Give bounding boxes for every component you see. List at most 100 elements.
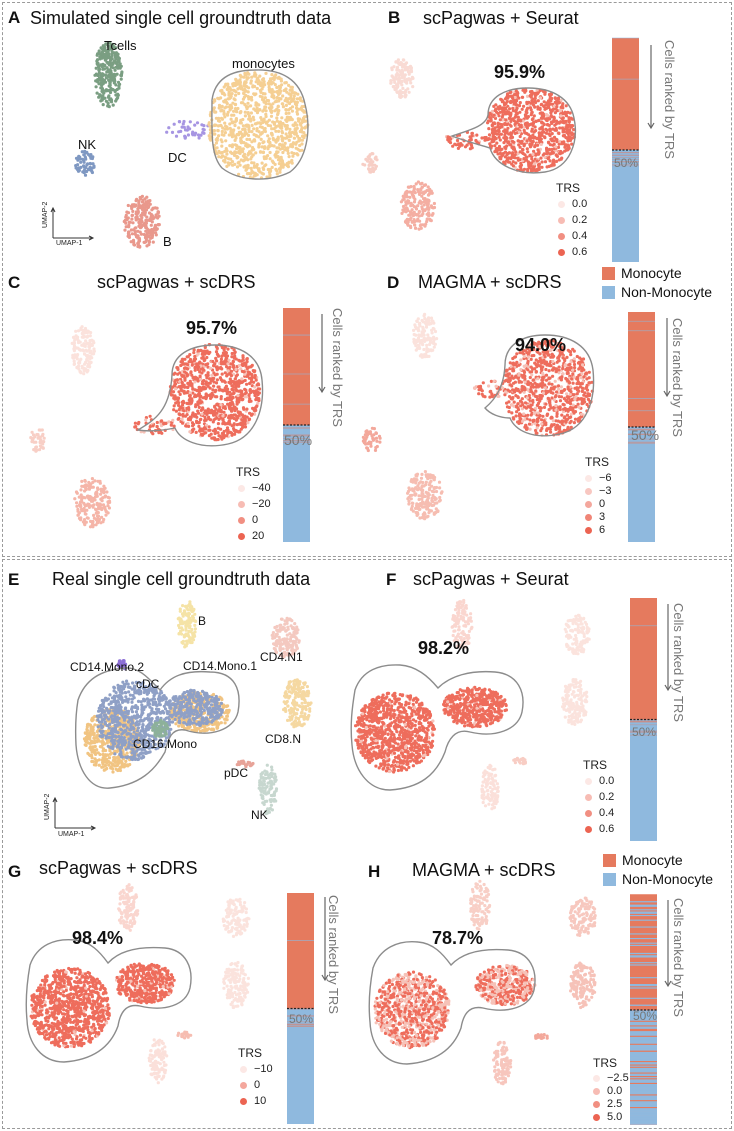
a-tcells-cluster-cell	[108, 60, 112, 64]
d-monocytes-cluster-cell	[559, 385, 564, 389]
d-b-cluster-cell	[424, 515, 428, 519]
c-b-cluster-cell	[99, 492, 103, 496]
b-monocytes-cluster-cell	[500, 125, 504, 129]
d-monocytes-cluster-cell	[580, 382, 584, 386]
c-b-cluster-cell	[100, 515, 104, 519]
top-section-frame	[2, 2, 732, 557]
d-nk-cluster-cell	[375, 444, 379, 449]
a-monocytes-cluster-cell	[214, 116, 218, 120]
b-b-cluster-cell	[412, 187, 416, 191]
a-tcells-cluster-cell	[103, 73, 108, 77]
a-monocytes-cluster-cell	[297, 119, 301, 123]
a-monocytes-cluster-cell	[255, 163, 259, 167]
c-monocytes-cluster-cell	[232, 427, 236, 431]
a-monocytes-cluster-cell	[245, 137, 249, 141]
a-monocytes-cluster-cell	[239, 87, 243, 91]
a-monocytes-cluster-cell	[270, 88, 274, 92]
b-monocytes-cluster-cell	[526, 160, 531, 164]
c-nk-cluster-cell	[41, 432, 45, 436]
a-b-cluster-cell	[155, 206, 159, 210]
b-monocytes-cluster-cell	[545, 165, 549, 169]
a-monocytes-cluster-cell	[278, 122, 283, 126]
d-b-cluster-cell	[438, 486, 442, 490]
c-monocytes-cluster-cell	[201, 407, 205, 411]
a-monocytes-cluster-cell	[249, 104, 253, 108]
c-tcells-cluster-cell	[72, 356, 76, 360]
a-b-cluster-cell	[126, 232, 130, 236]
d-tcells-cluster-cell	[419, 334, 424, 338]
b-b-cluster-cell	[426, 185, 430, 189]
a-monocytes-cluster-cell	[247, 86, 251, 90]
b-b-cluster-cell	[401, 204, 406, 209]
b-nk-cluster-cell	[373, 157, 378, 161]
b-monocytes-cluster-cell	[567, 146, 571, 150]
b-monocytes-cluster-cell	[559, 114, 563, 118]
a-monocytes-cluster-cell	[250, 148, 254, 152]
c-nk-cluster-cell	[40, 428, 44, 432]
a-b-cluster-cell	[145, 201, 149, 205]
b-monocytes-cluster-cell	[536, 143, 540, 147]
d-b-cluster	[406, 470, 444, 521]
a-monocytes-cluster-cell	[225, 152, 229, 156]
a-monocytes-cluster-cell	[220, 144, 224, 148]
a-monocytes-cluster-cell	[269, 78, 273, 82]
a-monocytes-cluster-cell	[247, 128, 251, 132]
c-tcells-cluster-cell	[78, 370, 83, 374]
d-b-cluster-cell	[415, 502, 419, 506]
c-b-cluster-cell	[96, 487, 100, 491]
b-monocytes-cluster-cell	[509, 111, 513, 115]
a-monocytes-cluster-cell	[215, 151, 219, 156]
a-nk-cluster-cell	[88, 154, 92, 158]
b-tcells-cluster-cell	[396, 84, 400, 88]
a-monocytes-cluster-cell	[269, 108, 273, 112]
c-b-cluster-cell	[83, 479, 87, 483]
b-tcells-cluster-cell	[392, 65, 396, 69]
a-monocytes-cluster-cell	[280, 131, 285, 135]
c-monocytes-cluster-cell	[212, 376, 216, 380]
c-monocytes-cluster-cell	[178, 406, 182, 410]
a-monocytes-cluster-cell	[233, 138, 237, 142]
a-monocytes-cluster-cell	[239, 158, 243, 162]
a-monocytes-cluster-cell	[251, 115, 255, 119]
a-monocytes-cluster-cell	[231, 101, 235, 105]
b-monocytes-cluster-cell	[498, 118, 502, 122]
a-monocytes-cluster-cell	[209, 131, 213, 135]
d-nk-cluster-cell	[374, 431, 378, 435]
a-b-cluster-cell	[141, 211, 145, 215]
c-monocytes-cluster-cell	[211, 388, 215, 392]
d-monocytes-cluster-cell	[557, 387, 561, 391]
a-monocytes-cluster-cell	[207, 121, 211, 125]
c-tcells-cluster-cell	[92, 347, 96, 351]
b-monocytes-cluster-cell	[554, 122, 558, 126]
c-monocytes-cluster-cell	[183, 370, 187, 374]
b-nk-cluster-cell	[367, 163, 371, 167]
c-monocytes-cluster-cell	[204, 363, 208, 367]
c-monocytes-cluster-cell	[193, 380, 197, 384]
c-nk-cluster	[29, 428, 46, 453]
a-monocytes-cluster-cell	[259, 84, 263, 88]
b-monocytes-cluster-cell	[535, 88, 539, 93]
c-nk-cluster-cell	[35, 448, 39, 452]
d-monocytes-cluster-cell	[530, 373, 534, 377]
b-monocytes-cluster-cell	[563, 144, 568, 148]
a-monocytes-cluster-cell	[262, 157, 267, 161]
d-nk-cluster-cell	[373, 448, 378, 452]
c-b-cluster-cell	[93, 479, 97, 483]
c-monocytes-cluster-cell	[197, 424, 201, 428]
d-b-cluster-cell	[419, 476, 424, 480]
c-tcells-cluster-cell	[78, 361, 82, 365]
c-monocytes-cluster-cell	[220, 372, 224, 376]
c-nk-cluster-cell	[41, 442, 45, 446]
c-b-cluster-cell	[87, 502, 91, 507]
c-monocytes-cluster-cell	[193, 395, 197, 399]
a-monocytes-cluster-cell	[259, 137, 263, 141]
a-monocytes-cluster-cell	[255, 127, 259, 131]
b-b-cluster-cell	[420, 185, 424, 189]
c-b-cluster-cell	[91, 496, 95, 501]
b-monocytes-cluster-cell	[521, 148, 525, 152]
c-monocytes-cluster-cell	[228, 377, 232, 381]
b-b-cluster-cell	[417, 209, 421, 214]
a-tcells-cluster-cell	[106, 44, 110, 49]
b-monocytes-cluster-cell	[533, 162, 537, 166]
d-b-cluster-cell	[408, 493, 413, 498]
